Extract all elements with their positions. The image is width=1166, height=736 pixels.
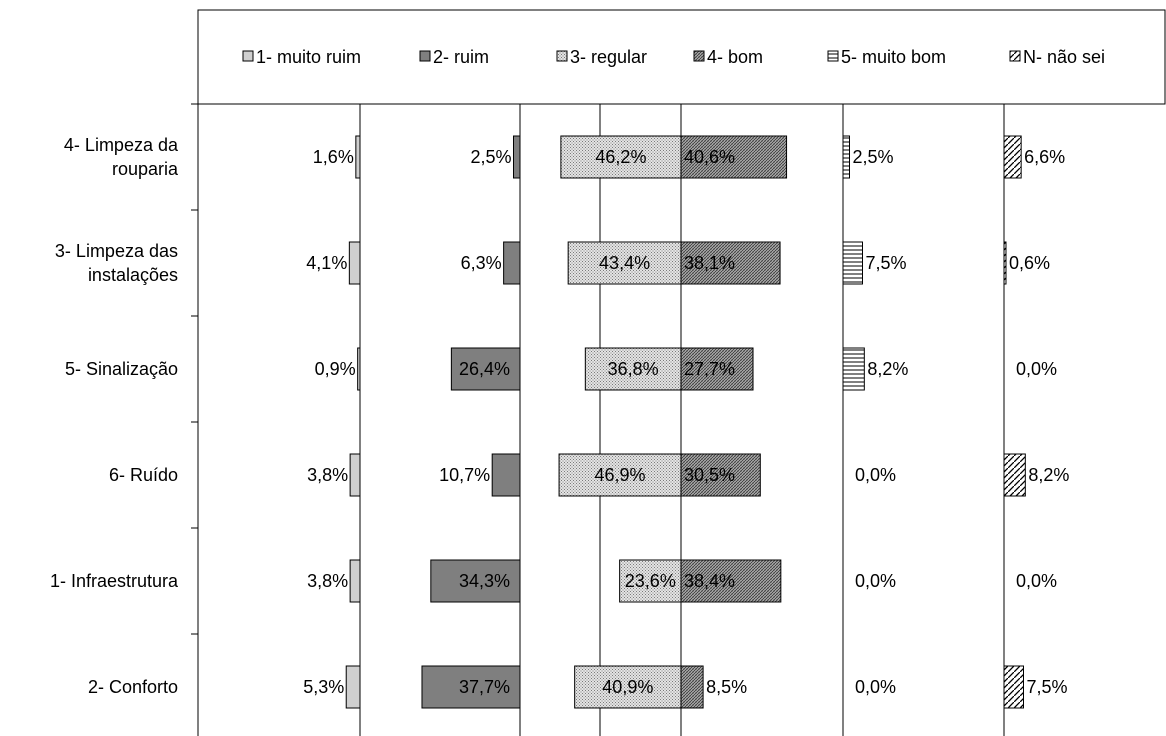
- data-label-2-ruim-3: 26,4%: [459, 359, 510, 379]
- data-label-4-bom-4: 30,5%: [684, 465, 735, 485]
- bar-5-muito-bom-1: [842, 135, 850, 179]
- data-label-4-bom-2: 38,1%: [684, 253, 735, 273]
- bar-4-bom-6: [680, 665, 704, 709]
- bar-n-nao-sei-6: [1003, 665, 1024, 709]
- category-label: 4- Limpeza da rouparia: [64, 135, 179, 179]
- bar-2-ruim-2: [503, 241, 521, 285]
- bar-2-ruim-1: [513, 135, 521, 179]
- bar-5-muito-bom-3: [842, 347, 865, 391]
- data-label-4-bom-3: 27,7%: [684, 359, 735, 379]
- legend-swatch-5-muito-bom: [827, 50, 839, 62]
- data-label-n-nao-sei-5: 0,0%: [1016, 571, 1057, 591]
- data-label-5-muito-bom-2: 7,5%: [866, 253, 907, 273]
- bar-3-regular-3: [584, 347, 682, 391]
- data-label-n-nao-sei-3: 0,0%: [1016, 359, 1057, 379]
- data-label-5-muito-bom-5: 0,0%: [855, 571, 896, 591]
- data-label-2-ruim-1: 2,5%: [470, 147, 511, 167]
- legend-label-n-nao-sei: N- não sei: [1023, 47, 1105, 67]
- legend-item-3-regular: 3- regular: [556, 47, 647, 67]
- bar-3-regular-2: [567, 241, 682, 285]
- data-label-5-muito-bom-3: 8,2%: [867, 359, 908, 379]
- bar-n-nao-sei-2: [1003, 241, 1007, 285]
- legend-item-5-muito-bom: 5- muito bom: [827, 47, 946, 67]
- data-label-n-nao-sei-2: 0,6%: [1009, 253, 1050, 273]
- legend-swatch-2-ruim: [419, 50, 431, 62]
- bar-1-muito-ruim-1: [355, 135, 361, 179]
- legend-label-2-ruim: 2- ruim: [433, 47, 489, 67]
- bar-4-bom-1: [680, 135, 788, 179]
- data-label-1-muito-ruim-4: 3,8%: [307, 465, 348, 485]
- bar-2-ruim-3: [450, 347, 521, 391]
- legend-item-4-bom: 4- bom: [693, 47, 763, 67]
- legend-label-5-muito-bom: 5- muito bom: [841, 47, 946, 67]
- bar-2-ruim-5: [430, 559, 521, 603]
- bars: [345, 135, 1026, 709]
- legend-swatch-n-nao-sei: [1009, 50, 1021, 62]
- data-label-n-nao-sei-6: 7,5%: [1027, 677, 1068, 697]
- legend-swatch-3-regular: [556, 50, 568, 62]
- category-label: 5- Sinalização: [65, 359, 178, 379]
- data-label-n-nao-sei-4: 8,2%: [1028, 465, 1069, 485]
- bar-4-bom-3: [680, 347, 754, 391]
- legend-item-1-muito-ruim: 1- muito ruim: [242, 47, 361, 67]
- data-label-4-bom-1: 40,6%: [684, 147, 735, 167]
- bar-1-muito-ruim-5: [349, 559, 361, 603]
- legend-swatch-4-bom: [693, 50, 705, 62]
- bar-3-regular-1: [560, 135, 682, 179]
- data-label-2-ruim-6: 37,7%: [459, 677, 510, 697]
- bar-4-bom-2: [680, 241, 781, 285]
- data-label-2-ruim-4: 10,7%: [439, 465, 490, 485]
- legend-swatch-1-muito-ruim: [242, 50, 254, 62]
- category-label: 6- Ruído: [109, 465, 178, 485]
- legend: 1- muito ruim 2- ruim 3- regular 4- bom 5- m…: [197, 9, 1166, 105]
- data-labels: 1,6% 4,1% 0,9% 3,8% 3,8% 5,3% 2,5% 6,3% 26,4% 10,…: [303, 147, 1069, 697]
- legend-label-4-bom: 4- bom: [707, 47, 763, 67]
- legend-label-1-muito-ruim: 1- muito ruim: [256, 47, 361, 67]
- bar-4-bom-4: [680, 453, 761, 497]
- data-label-3-regular-2: 43,4%: [599, 253, 650, 273]
- bar-1-muito-ruim-4: [349, 453, 361, 497]
- data-label-5-muito-bom-1: 2,5%: [853, 147, 894, 167]
- data-label-2-ruim-2: 6,3%: [461, 253, 502, 273]
- gridlines: [191, 103, 1005, 736]
- bar-5-muito-bom-2: [842, 241, 863, 285]
- data-label-4-bom-6: 8,5%: [706, 677, 747, 697]
- data-label-1-muito-ruim-5: 3,8%: [307, 571, 348, 591]
- data-label-3-regular-6: 40,9%: [602, 677, 653, 697]
- data-label-4-bom-5: 38,4%: [684, 571, 735, 591]
- bar-1-muito-ruim-3: [357, 347, 361, 391]
- bar-1-muito-ruim-6: [345, 665, 361, 709]
- bar-n-nao-sei-1: [1003, 135, 1022, 179]
- bar-2-ruim-4: [491, 453, 521, 497]
- legend-label-3-regular: 3- regular: [570, 47, 647, 67]
- bar-3-regular-6: [574, 665, 682, 709]
- data-label-1-muito-ruim-3: 0,9%: [315, 359, 356, 379]
- data-label-5-muito-bom-4: 0,0%: [855, 465, 896, 485]
- data-label-3-regular-1: 46,2%: [595, 147, 646, 167]
- data-label-3-regular-4: 46,9%: [595, 465, 646, 485]
- category-label: 3- Limpeza das instalações: [55, 241, 178, 285]
- legend-item-2-ruim: 2- ruim: [419, 47, 489, 67]
- data-label-1-muito-ruim-6: 5,3%: [303, 677, 344, 697]
- data-label-2-ruim-5: 34,3%: [459, 571, 510, 591]
- data-label-1-muito-ruim-1: 1,6%: [313, 147, 354, 167]
- category-labels: 4- Limpeza da rouparia 3- Limpeza das insta…: [50, 135, 179, 697]
- bar-3-regular-4: [558, 453, 682, 497]
- bar-1-muito-ruim-2: [348, 241, 361, 285]
- bar-2-ruim-6: [421, 665, 521, 709]
- data-label-3-regular-3: 36,8%: [608, 359, 659, 379]
- category-label: 1- Infraestrutura: [50, 571, 179, 591]
- data-label-3-regular-5: 23,6%: [625, 571, 676, 591]
- bar-n-nao-sei-4: [1003, 453, 1026, 497]
- data-label-5-muito-bom-6: 0,0%: [855, 677, 896, 697]
- category-label: 2- Conforto: [88, 677, 178, 697]
- data-label-1-muito-ruim-2: 4,1%: [306, 253, 347, 273]
- bar-3-regular-5: [619, 559, 682, 603]
- bar-4-bom-5: [680, 559, 782, 603]
- data-label-n-nao-sei-1: 6,6%: [1024, 147, 1065, 167]
- legend-item-n-nao-sei: N- não sei: [1009, 47, 1105, 67]
